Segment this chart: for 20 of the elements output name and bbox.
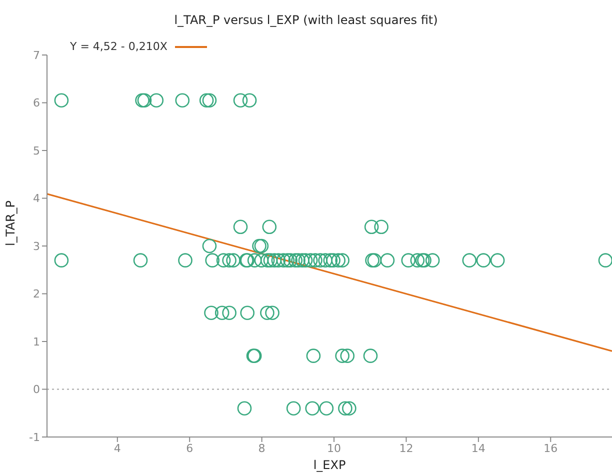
- y-tick-label: 5: [33, 144, 40, 158]
- y-tick-label: 4: [33, 192, 40, 206]
- y-tick-label: 3: [33, 240, 40, 253]
- y-tick-label: 6: [33, 96, 40, 110]
- x-tick-label: 8: [258, 442, 266, 455]
- y-axis-title: l_TAR_P: [3, 200, 18, 246]
- x-tick-label: 4: [114, 442, 121, 455]
- y-tick-label: 2: [33, 288, 40, 301]
- x-tick-label: 14: [471, 442, 486, 455]
- legend-label: Y = 4,52 - 0,210X: [70, 40, 168, 53]
- chart-title: l_TAR_P versus l_EXP (with least squares fit): [173, 13, 439, 27]
- y-tick-label: 0: [33, 383, 40, 396]
- x-tick-label: 16: [544, 442, 558, 455]
- y-tick-label: -1: [29, 430, 40, 444]
- y-tick-label: 1: [33, 335, 40, 348]
- x-tick-label: 12: [399, 442, 414, 455]
- x-tick-label: 10: [327, 442, 342, 455]
- y-tick-label: 7: [33, 48, 40, 62]
- x-tick-label: 6: [186, 442, 194, 455]
- x-axis-title: l_EXP: [313, 458, 346, 472]
